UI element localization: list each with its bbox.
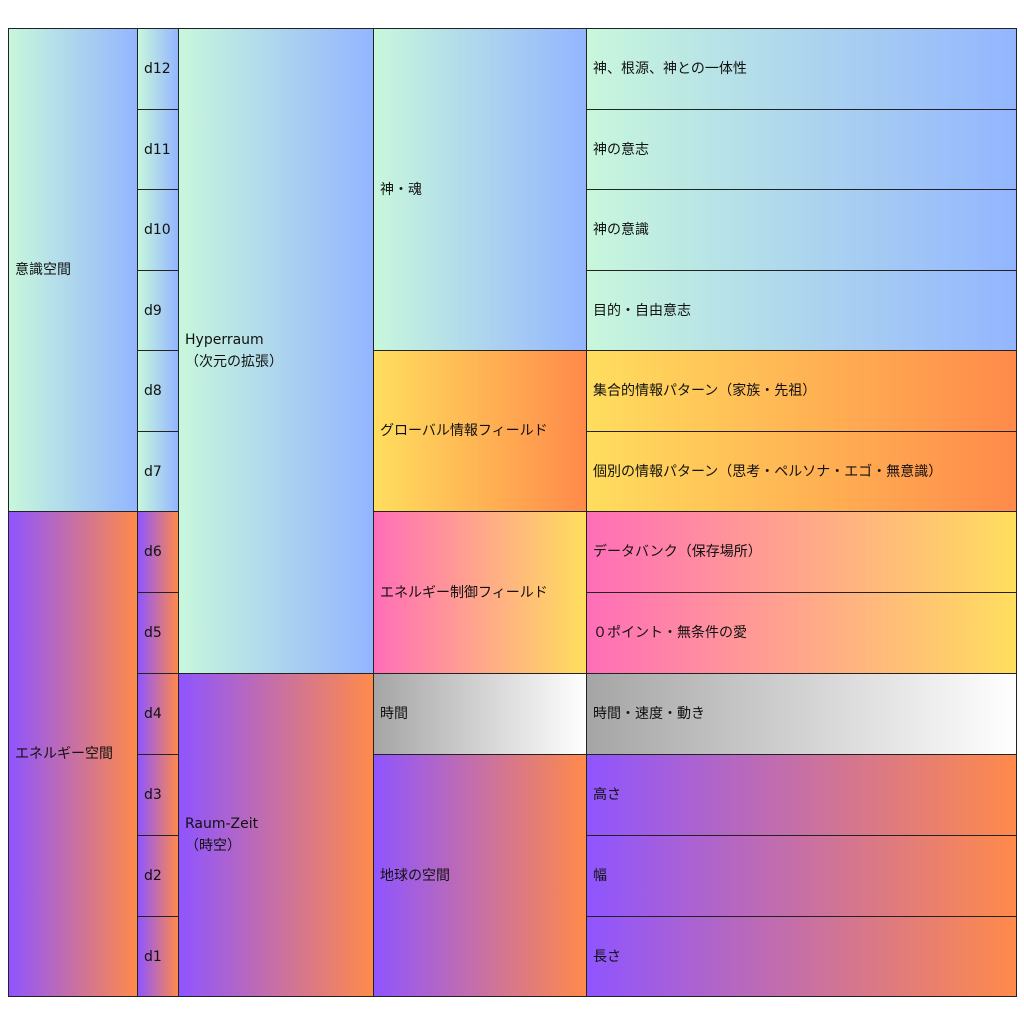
detail-label: 時間・速度・動き [593,706,705,722]
space-energy: エネルギー空間 [8,511,138,997]
detail-row: 集合的情報パターン（家族・先祖） [586,350,1017,432]
detail-row: 幅 [586,835,1017,917]
dimension-d4: d4 [137,673,179,755]
detail-row: データバンク（保存場所） [586,511,1017,593]
space-consciousness: 意識空間 [8,28,138,512]
dimension-label: d8 [144,383,162,399]
dimension-label: d1 [144,948,162,965]
dimension-d8: d8 [137,350,179,432]
detail-row: ０ポイント・無条件の愛 [586,592,1017,674]
field-label: 地球の空間 [380,867,450,884]
detail-row: 神の意識 [586,189,1017,271]
dimension-d11: d11 [137,109,179,191]
dimension-label: d12 [144,61,171,77]
detail-row: 時間・速度・動き [586,673,1017,755]
dimension-label: d2 [144,868,162,884]
dimension-d7: d7 [137,431,179,512]
detail-label: 目的・自由意志 [593,303,691,319]
field-time: 時間 [373,673,587,755]
detail-row: 個別の情報パターン（思考・ペルソナ・エゴ・無意識） [586,431,1017,512]
field-label: 時間 [380,706,408,722]
detail-row: 神、根源、神との一体性 [586,28,1017,110]
detail-label: 長さ [593,948,621,965]
dimension-label: d6 [144,544,162,560]
dimension-d1: d1 [137,916,179,997]
realm-hyperraum-label: Hyperraum （次元の拡張） [185,332,283,370]
field-label: グローバル情報フィールド [380,423,548,439]
detail-label: ０ポイント・無条件の愛 [593,625,747,641]
field-label: 神・魂 [380,182,422,198]
detail-label: 集合的情報パターン（家族・先祖） [593,383,817,399]
field-god-soul: 神・魂 [373,28,587,352]
dimension-label: d7 [144,463,162,480]
detail-label: 神の意識 [593,222,649,238]
realm-raum-zeit-label: Raum-Zeit （時空） [185,816,259,854]
field-global-information: グローバル情報フィールド [373,350,587,512]
realm-hyperraum: Hyperraum （次元の拡張） [178,28,374,674]
field-energy-control: エネルギー制御フィールド [373,511,587,674]
dimension-label: d11 [144,142,171,158]
detail-label: 神の意志 [593,142,649,158]
dimension-label: d3 [144,787,162,803]
field-label: エネルギー制御フィールド [380,584,548,601]
detail-label: データバンク（保存場所） [593,544,762,560]
dimension-d10: d10 [137,189,179,271]
dimension-label: d4 [144,706,162,722]
dimension-d2: d2 [137,835,179,917]
dimension-d6: d6 [137,511,179,593]
dimension-d3: d3 [137,754,179,836]
dimension-label: d10 [144,222,171,238]
detail-row: 目的・自由意志 [586,270,1017,352]
dimension-d5: d5 [137,592,179,674]
dimension-d9: d9 [137,270,179,352]
realm-raum-zeit: Raum-Zeit （時空） [178,673,374,997]
dimension-label: d5 [144,625,162,641]
space-consciousness-label: 意識空間 [15,262,71,278]
detail-row: 高さ [586,754,1017,836]
dimension-d12: d12 [137,28,179,110]
detail-label: 神、根源、神との一体性 [593,61,747,77]
space-energy-label: エネルギー空間 [15,746,113,762]
dimension-label: d9 [144,303,162,319]
detail-row: 長さ [586,916,1017,997]
detail-label: 個別の情報パターン（思考・ペルソナ・エゴ・無意識） [593,463,943,480]
detail-label: 高さ [593,787,621,803]
detail-label: 幅 [593,868,607,884]
detail-row: 神の意志 [586,109,1017,191]
field-earth-space: 地球の空間 [373,754,587,997]
